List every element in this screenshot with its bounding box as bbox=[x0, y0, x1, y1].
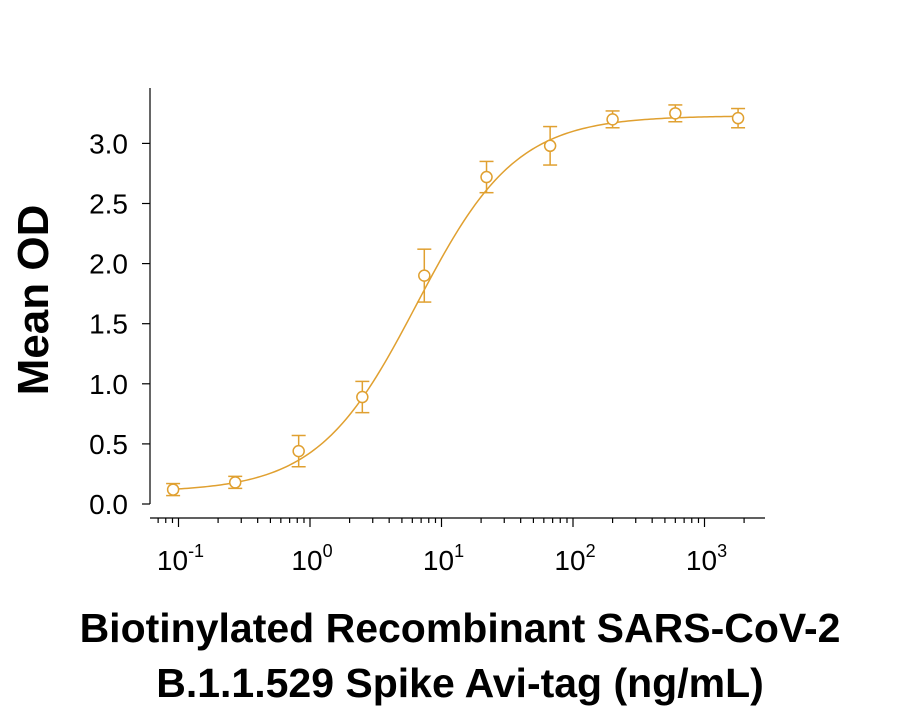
y-tick-label: 0.0 bbox=[89, 489, 128, 520]
axes bbox=[149, 88, 765, 519]
fit-curve bbox=[173, 115, 739, 490]
data-point bbox=[731, 107, 746, 129]
point-marker bbox=[731, 111, 745, 125]
data-point bbox=[543, 125, 558, 166]
y-axis-ticks: 0.0 0.5 1.0 1.5 2.0 2.5 3.0 bbox=[89, 128, 150, 520]
x-tick-label: 101 bbox=[423, 541, 464, 576]
point-marker bbox=[228, 476, 242, 489]
y-tick-label: 1.5 bbox=[89, 309, 128, 340]
x-tick-label: 100 bbox=[291, 541, 332, 576]
data-point bbox=[228, 475, 243, 490]
x-axis-title-line-2: B.1.1.529 Spike Avi-tag (ng/mL) bbox=[156, 660, 764, 706]
point-marker bbox=[480, 170, 493, 184]
y-tick-label: 3.0 bbox=[89, 128, 128, 159]
data-point bbox=[166, 482, 181, 497]
data-point bbox=[668, 104, 683, 123]
plot-area bbox=[166, 104, 746, 497]
data-point bbox=[291, 434, 306, 468]
point-marker bbox=[669, 107, 682, 120]
x-tick-label: 103 bbox=[686, 541, 727, 576]
y-tick-label: 2.5 bbox=[89, 189, 128, 220]
x-tick-label: 102 bbox=[554, 541, 595, 576]
x-axis-title-line-1: Biotinylated Recombinant SARS-CoV-2 bbox=[80, 605, 841, 651]
y-tick-label: 1.0 bbox=[89, 369, 128, 400]
data-point bbox=[479, 160, 494, 194]
x-axis-ticks: 10-1 100 101 102 103 bbox=[157, 518, 745, 576]
y-tick-label: 0.5 bbox=[89, 429, 128, 460]
point-marker bbox=[418, 269, 431, 282]
point-marker bbox=[356, 390, 369, 404]
x-tick-label: 10-1 bbox=[157, 541, 204, 576]
data-point bbox=[605, 110, 620, 129]
data-point bbox=[355, 380, 370, 414]
y-axis-title: Mean OD bbox=[9, 205, 58, 396]
point-marker bbox=[292, 444, 305, 458]
point-marker bbox=[166, 483, 180, 496]
data-point bbox=[417, 248, 432, 303]
point-marker bbox=[543, 139, 557, 153]
point-marker bbox=[606, 113, 619, 126]
y-tick-label: 2.0 bbox=[89, 249, 128, 280]
